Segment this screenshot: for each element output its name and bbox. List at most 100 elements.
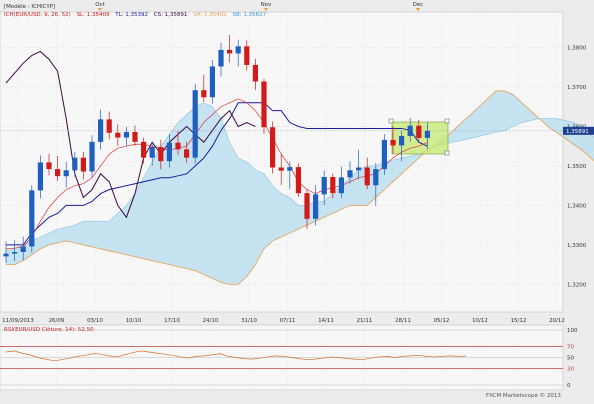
- candle-body: [252, 64, 258, 82]
- x-tick-label: 14/11: [318, 318, 334, 324]
- month-marker-triangle: [415, 8, 421, 11]
- candle-body: [149, 147, 155, 158]
- candle-body: [158, 147, 164, 162]
- candle-body: [261, 81, 267, 128]
- indicator-lines: [5, 50, 428, 250]
- tenkan-sen-line: [5, 98, 428, 250]
- rsi-title: RSI(EUR/USD Clôture, 14): 52,50: [4, 326, 94, 333]
- rsi-line: [5, 350, 467, 362]
- candle-body: [313, 194, 319, 219]
- selection-handle-br[interactable]: [444, 150, 450, 156]
- candle-body: [141, 141, 147, 158]
- candle-body: [347, 170, 353, 178]
- candle-body: [72, 157, 78, 171]
- candle-body: [338, 177, 344, 194]
- rsi-level-label: 0: [567, 383, 571, 389]
- x-axis: 11/09/2013 26/09 03/10 10/10 17/10 24/10 31/10…: [2, 318, 565, 324]
- indicator-legend: ICH(EUR/USD, 9, 26, 52) SL: 1,35409 TL: …: [4, 12, 267, 18]
- candle-body: [356, 167, 362, 171]
- rsi-panel: 100 70 50 30 0: [0, 328, 578, 389]
- candle-body: [37, 162, 43, 191]
- candle-body: [270, 127, 276, 168]
- x-tick-label: 17/10: [164, 318, 180, 324]
- month-marker-triangle: [97, 8, 103, 11]
- candle-body: [330, 177, 336, 194]
- candle-body: [166, 142, 172, 162]
- x-tick-label: 21/11: [357, 318, 373, 324]
- candle-body: [106, 119, 112, 133]
- candle-body: [132, 132, 138, 142]
- x-tick-label: 11/09/2013: [2, 318, 34, 324]
- candle-body: [381, 139, 387, 170]
- candle-body: [55, 169, 61, 177]
- chikou-span-line: [5, 50, 256, 219]
- candle-body: [373, 169, 379, 186]
- candle-body: [46, 162, 52, 170]
- y-tick-label: 1,3700: [567, 85, 587, 91]
- month-marker-label: Dec: [413, 2, 424, 8]
- legend-cs: CS: 1,35891: [154, 12, 188, 18]
- x-tick-label: 24/10: [203, 318, 219, 324]
- legend-sl: SL: 1,35409: [77, 12, 110, 18]
- candle-body: [244, 46, 250, 65]
- month-markers: Oct Nov Dec: [95, 2, 423, 11]
- candle-body: [89, 141, 95, 172]
- x-tick-label: 28/11: [395, 318, 411, 324]
- candle-body: [209, 66, 215, 98]
- candle-body: [218, 49, 224, 67]
- y-tick-label: 1,3500: [567, 164, 587, 170]
- x-tick-label: 10/12: [472, 318, 488, 324]
- senkou-span-b-line: [6, 90, 594, 285]
- candles: [3, 34, 430, 263]
- candle-body: [321, 177, 327, 195]
- y-tick-label: 1,3300: [567, 243, 587, 249]
- legend-sa: SA: 1,35402: [193, 12, 227, 18]
- y-tick-label: 1,3400: [567, 203, 587, 209]
- x-tick-label: 03/10: [87, 318, 103, 324]
- candle-body: [278, 167, 284, 171]
- month-marker-label: Nov: [261, 2, 272, 8]
- candle-body: [80, 157, 86, 172]
- legend-sb: SB: 1,35627: [233, 12, 267, 18]
- selection-handle-tr[interactable]: [444, 118, 450, 124]
- candle-body: [63, 170, 69, 177]
- y-tick-label: 1,3200: [567, 282, 587, 288]
- rsi-level-label: 50: [567, 356, 574, 362]
- month-marker-triangle: [263, 8, 269, 11]
- candle-body: [184, 149, 190, 158]
- current-price-box: [563, 126, 594, 135]
- legend-indicator-name: ICH(EUR/USD, 9, 26, 52): [4, 12, 71, 18]
- candle-body: [123, 132, 129, 138]
- rsi-level-label: 30: [567, 367, 574, 373]
- candle-body: [20, 246, 26, 252]
- x-tick-label: 05/12: [434, 318, 450, 324]
- x-tick-label: 10/10: [126, 318, 142, 324]
- candle-body: [235, 46, 241, 54]
- rsi-level-label: 100: [567, 328, 578, 334]
- x-tick-label: 15/12: [511, 318, 527, 324]
- candle-body: [304, 193, 310, 219]
- candle-body: [175, 142, 181, 150]
- candle-body: [192, 90, 198, 158]
- x-tick-label: 26/09: [49, 318, 65, 324]
- candle-body: [227, 49, 233, 54]
- x-tick-label: 31/10: [241, 318, 257, 324]
- candle-body: [399, 135, 405, 146]
- x-tick-label: 20/12: [549, 318, 565, 324]
- rsi-level-label: 70: [567, 345, 574, 351]
- candle-body: [287, 167, 293, 171]
- selection-handle-tl[interactable]: [388, 118, 394, 124]
- footer-credit: FXCM Marketscope © 2013: [486, 392, 561, 399]
- candle-body: [295, 167, 301, 194]
- candle-body: [201, 90, 207, 98]
- y-tick-label: 1,3800: [567, 46, 587, 52]
- kijun-sen-line: [6, 102, 428, 246]
- candle-body: [416, 125, 422, 138]
- template-title: [Modèle : ICHICYP]: [4, 3, 55, 10]
- candle-body: [12, 252, 18, 254]
- candle-body: [3, 253, 9, 257]
- legend-tl: TL: 1,35392: [114, 12, 148, 18]
- month-marker-label: Oct: [95, 2, 105, 8]
